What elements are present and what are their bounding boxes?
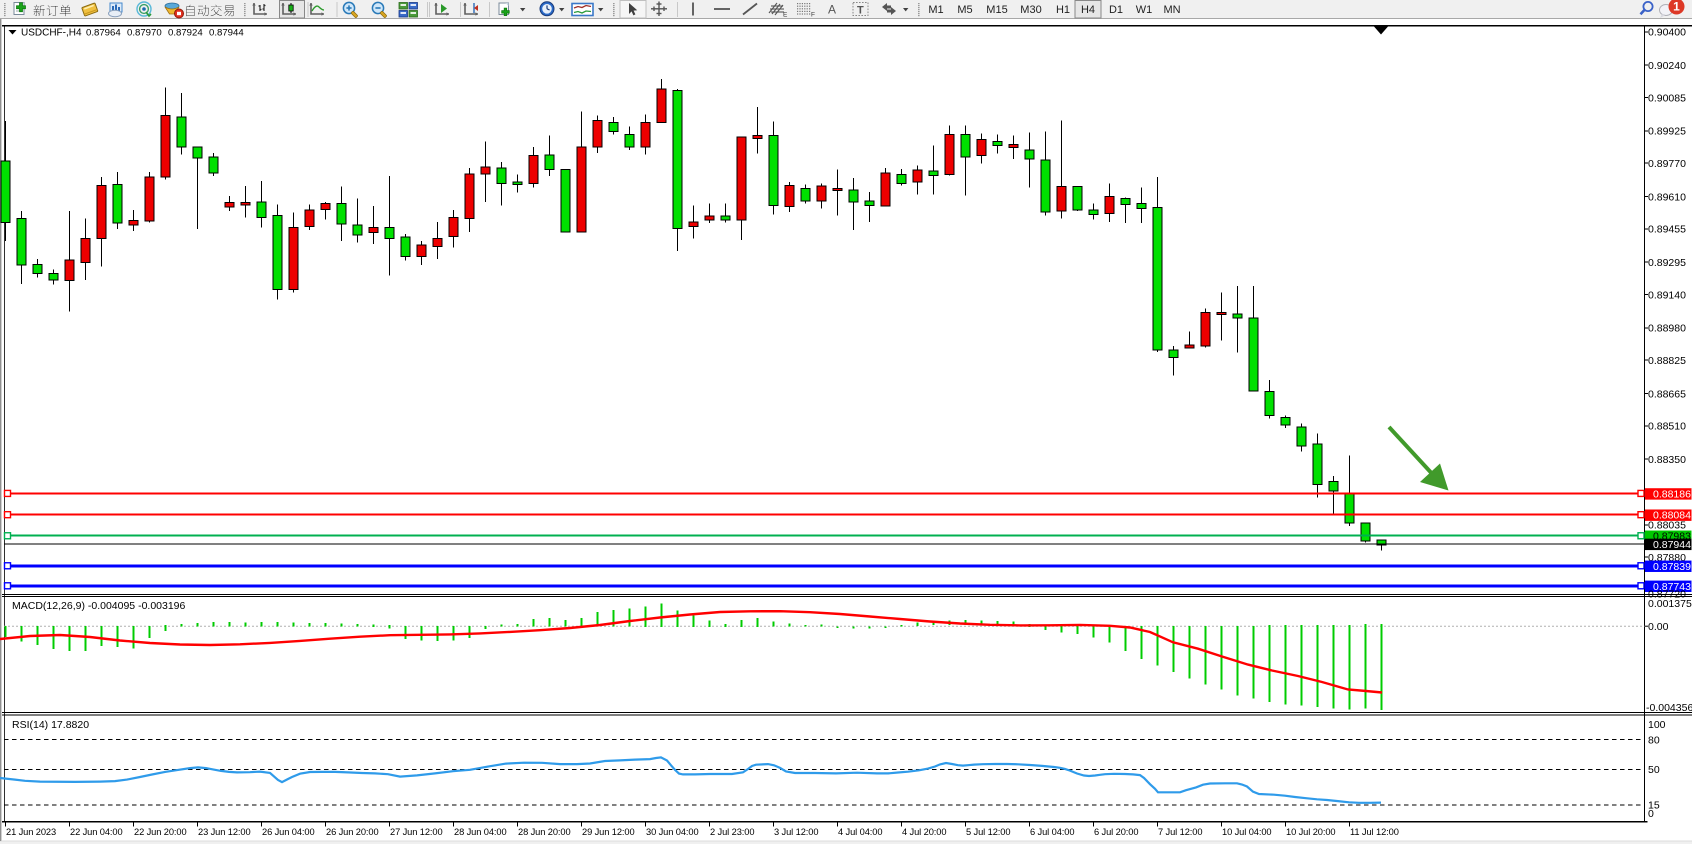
svg-text:10 Jul 20:00: 10 Jul 20:00	[1286, 827, 1335, 837]
svg-text:E: E	[783, 12, 788, 19]
svg-text:M5: M5	[957, 4, 972, 16]
svg-text:0.87970: 0.87970	[127, 28, 162, 39]
svg-text:T: T	[857, 5, 864, 17]
svg-text:22 Jun 04:00: 22 Jun 04:00	[70, 827, 123, 837]
svg-text:0.87743: 0.87743	[1653, 581, 1691, 593]
svg-text:D1: D1	[1109, 4, 1123, 16]
svg-text:100: 100	[1648, 719, 1666, 731]
svg-text:0.88186: 0.88186	[1653, 488, 1691, 500]
svg-text:21 Jun 2023: 21 Jun 2023	[6, 827, 56, 837]
svg-text:28 Jun 04:00: 28 Jun 04:00	[454, 827, 507, 837]
svg-text:0.89770: 0.89770	[1648, 158, 1686, 170]
svg-text:2 Jul 23:00: 2 Jul 23:00	[710, 827, 754, 837]
svg-text:F: F	[811, 12, 815, 19]
svg-text:15: 15	[1648, 799, 1660, 811]
svg-text:26 Jun 04:00: 26 Jun 04:00	[262, 827, 315, 837]
svg-text:80: 80	[1648, 734, 1660, 746]
svg-text:USDCHF-,H4: USDCHF-,H4	[21, 28, 82, 39]
svg-text:6 Jul 20:00: 6 Jul 20:00	[1094, 827, 1138, 837]
svg-text:29 Jun 12:00: 29 Jun 12:00	[582, 827, 635, 837]
svg-text:RSI(14) 17.8820: RSI(14) 17.8820	[12, 719, 89, 731]
svg-text:30 Jun 04:00: 30 Jun 04:00	[646, 827, 699, 837]
svg-text:10 Jul 04:00: 10 Jul 04:00	[1222, 827, 1271, 837]
svg-text:1: 1	[1673, 0, 1680, 14]
svg-text:26 Jun 20:00: 26 Jun 20:00	[326, 827, 379, 837]
svg-text:0.88035: 0.88035	[1648, 520, 1686, 532]
svg-text:0.88825: 0.88825	[1648, 355, 1686, 367]
svg-text:7 Jul 12:00: 7 Jul 12:00	[1158, 827, 1202, 837]
svg-text:0.87944: 0.87944	[209, 28, 244, 39]
svg-text:22 Jun 20:00: 22 Jun 20:00	[134, 827, 187, 837]
svg-text:50: 50	[1648, 764, 1660, 776]
svg-text:27 Jun 12:00: 27 Jun 12:00	[390, 827, 443, 837]
svg-text:0.89295: 0.89295	[1648, 257, 1686, 269]
svg-text:11 Jul 12:00: 11 Jul 12:00	[1350, 827, 1399, 837]
svg-text:5 Jul 12:00: 5 Jul 12:00	[966, 827, 1010, 837]
svg-text:23 Jun 12:00: 23 Jun 12:00	[198, 827, 251, 837]
svg-text:28 Jun 20:00: 28 Jun 20:00	[518, 827, 571, 837]
svg-text:0.88510: 0.88510	[1648, 421, 1686, 433]
svg-text:H1: H1	[1056, 4, 1070, 16]
svg-text:M30: M30	[1020, 4, 1041, 16]
svg-text:0.87839: 0.87839	[1653, 561, 1691, 573]
svg-text:0.88665: 0.88665	[1648, 388, 1686, 400]
svg-text:0.001375: 0.001375	[1648, 598, 1692, 610]
svg-text:A: A	[828, 3, 836, 17]
svg-text:4 Jul 04:00: 4 Jul 04:00	[838, 827, 882, 837]
svg-text:0.87924: 0.87924	[168, 28, 203, 39]
svg-text:M15: M15	[986, 4, 1007, 16]
svg-text:0.88350: 0.88350	[1648, 454, 1686, 466]
svg-text:M1: M1	[928, 4, 943, 16]
svg-text:0.88980: 0.88980	[1648, 323, 1686, 335]
svg-text:H4: H4	[1081, 4, 1095, 16]
svg-text:0.89455: 0.89455	[1648, 224, 1686, 236]
svg-text:0.89925: 0.89925	[1648, 126, 1686, 138]
svg-text:0.90240: 0.90240	[1648, 60, 1686, 72]
svg-text:0.00: 0.00	[1648, 621, 1669, 633]
svg-text:0.90400: 0.90400	[1648, 27, 1686, 39]
svg-text:MACD(12,26,9) -0.004095 -0.003: MACD(12,26,9) -0.004095 -0.003196	[12, 600, 186, 612]
svg-text:0.89140: 0.89140	[1648, 289, 1686, 301]
svg-text:0.89610: 0.89610	[1648, 191, 1686, 203]
svg-text:0.87964: 0.87964	[86, 28, 121, 39]
svg-text:0.90085: 0.90085	[1648, 92, 1686, 104]
svg-text:3 Jul 12:00: 3 Jul 12:00	[774, 827, 818, 837]
svg-text:-0.004356: -0.004356	[1646, 702, 1692, 714]
svg-text:4 Jul 20:00: 4 Jul 20:00	[902, 827, 946, 837]
svg-text:0: 0	[1648, 808, 1654, 820]
svg-text:0.87944: 0.87944	[1653, 539, 1691, 551]
svg-text:W1: W1	[1136, 4, 1153, 16]
svg-text:0.88084: 0.88084	[1653, 510, 1691, 522]
svg-text:6 Jul 04:00: 6 Jul 04:00	[1030, 827, 1074, 837]
svg-text:MN: MN	[1163, 4, 1180, 16]
